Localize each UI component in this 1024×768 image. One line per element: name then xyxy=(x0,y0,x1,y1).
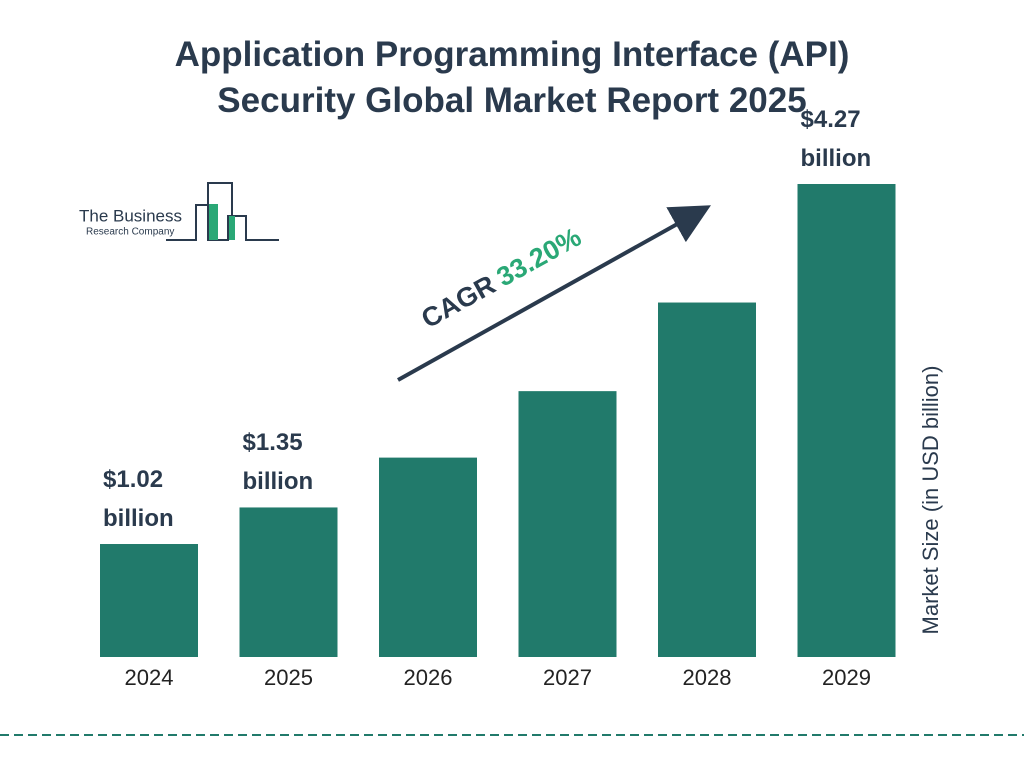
value-label: $4.27 billion xyxy=(800,106,872,172)
logo: The Business Research Company xyxy=(79,182,279,241)
value-label: $1.02 billion xyxy=(103,466,174,533)
value-label: $1.35 billion xyxy=(242,429,314,496)
cagr-arrow xyxy=(397,205,711,382)
bar xyxy=(658,302,756,657)
x-tick-label: 2029 xyxy=(822,665,871,690)
x-tick-label: 2028 xyxy=(683,665,732,690)
bar xyxy=(100,544,198,657)
bar xyxy=(239,507,338,657)
x-tick-label: 2026 xyxy=(404,665,453,690)
y-axis-label: Market Size (in USD billion) xyxy=(918,366,943,635)
bar xyxy=(518,391,617,657)
logo-text: Research Company xyxy=(86,227,174,238)
x-tick-label: 2027 xyxy=(543,665,592,690)
bar xyxy=(379,457,477,657)
x-tick-label: 2025 xyxy=(264,665,313,690)
x-tick-label: 2024 xyxy=(125,665,174,690)
cagr-label: CAGR xyxy=(416,269,500,334)
logo-text: The Business xyxy=(79,206,182,225)
bar xyxy=(797,184,896,657)
chart-title: Application Programming Interface (API) … xyxy=(174,35,850,120)
